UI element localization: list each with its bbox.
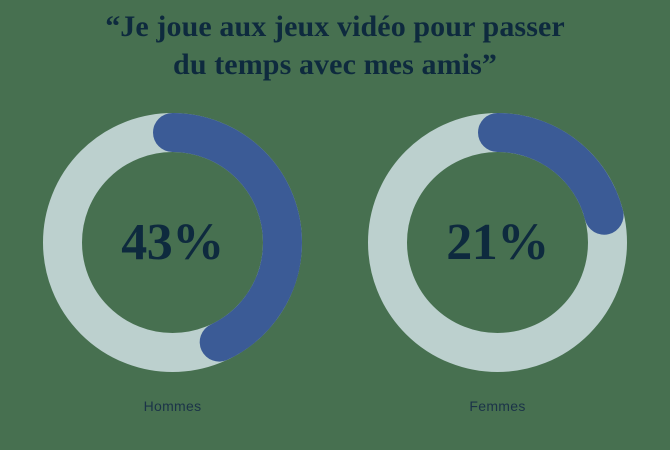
- donut-label-femmes: Femmes: [469, 398, 526, 414]
- donut-label-hommes: Hommes: [143, 398, 202, 414]
- donut-svg-femmes: [368, 113, 627, 372]
- donut-value-arc-femmes: [368, 113, 627, 372]
- page-title-line-2: du temps avec mes amis”: [173, 48, 497, 81]
- donut-chart-hommes: 43% Hommes: [43, 113, 302, 414]
- donut-value-arc-hommes: [43, 113, 302, 372]
- donut-charts-row: 43% Hommes 21% Femmes: [0, 113, 670, 414]
- donut-chart-femmes: 21% Femmes: [368, 113, 627, 414]
- donut-ring-hommes: 43%: [43, 113, 302, 372]
- donut-svg-hommes: [43, 113, 302, 372]
- page-title-line-1: “Je joue aux jeux vidéo pour passer: [105, 10, 565, 43]
- page-title: “Je joue aux jeux vidéo pour passer du t…: [0, 0, 670, 84]
- donut-ring-femmes: 21%: [368, 113, 627, 372]
